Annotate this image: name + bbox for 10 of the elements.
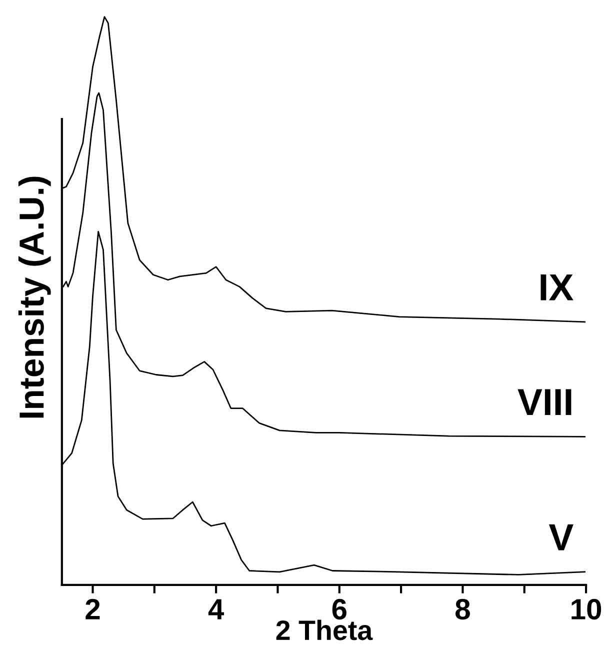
series-label: VIII: [518, 389, 572, 416]
y-axis-title: Intensity (A.U.): [18, 176, 51, 418]
x-tick-label: 4: [208, 599, 224, 620]
x-tick-label: 2: [86, 598, 100, 620]
x-tick-label: 8: [456, 598, 470, 620]
x-axis-title: 2 Theta: [276, 620, 373, 640]
x-tick-label: 10: [572, 598, 602, 620]
series-label: IX: [540, 274, 574, 300]
x-tick-label: 6: [332, 598, 346, 620]
series-label: V: [548, 524, 574, 550]
